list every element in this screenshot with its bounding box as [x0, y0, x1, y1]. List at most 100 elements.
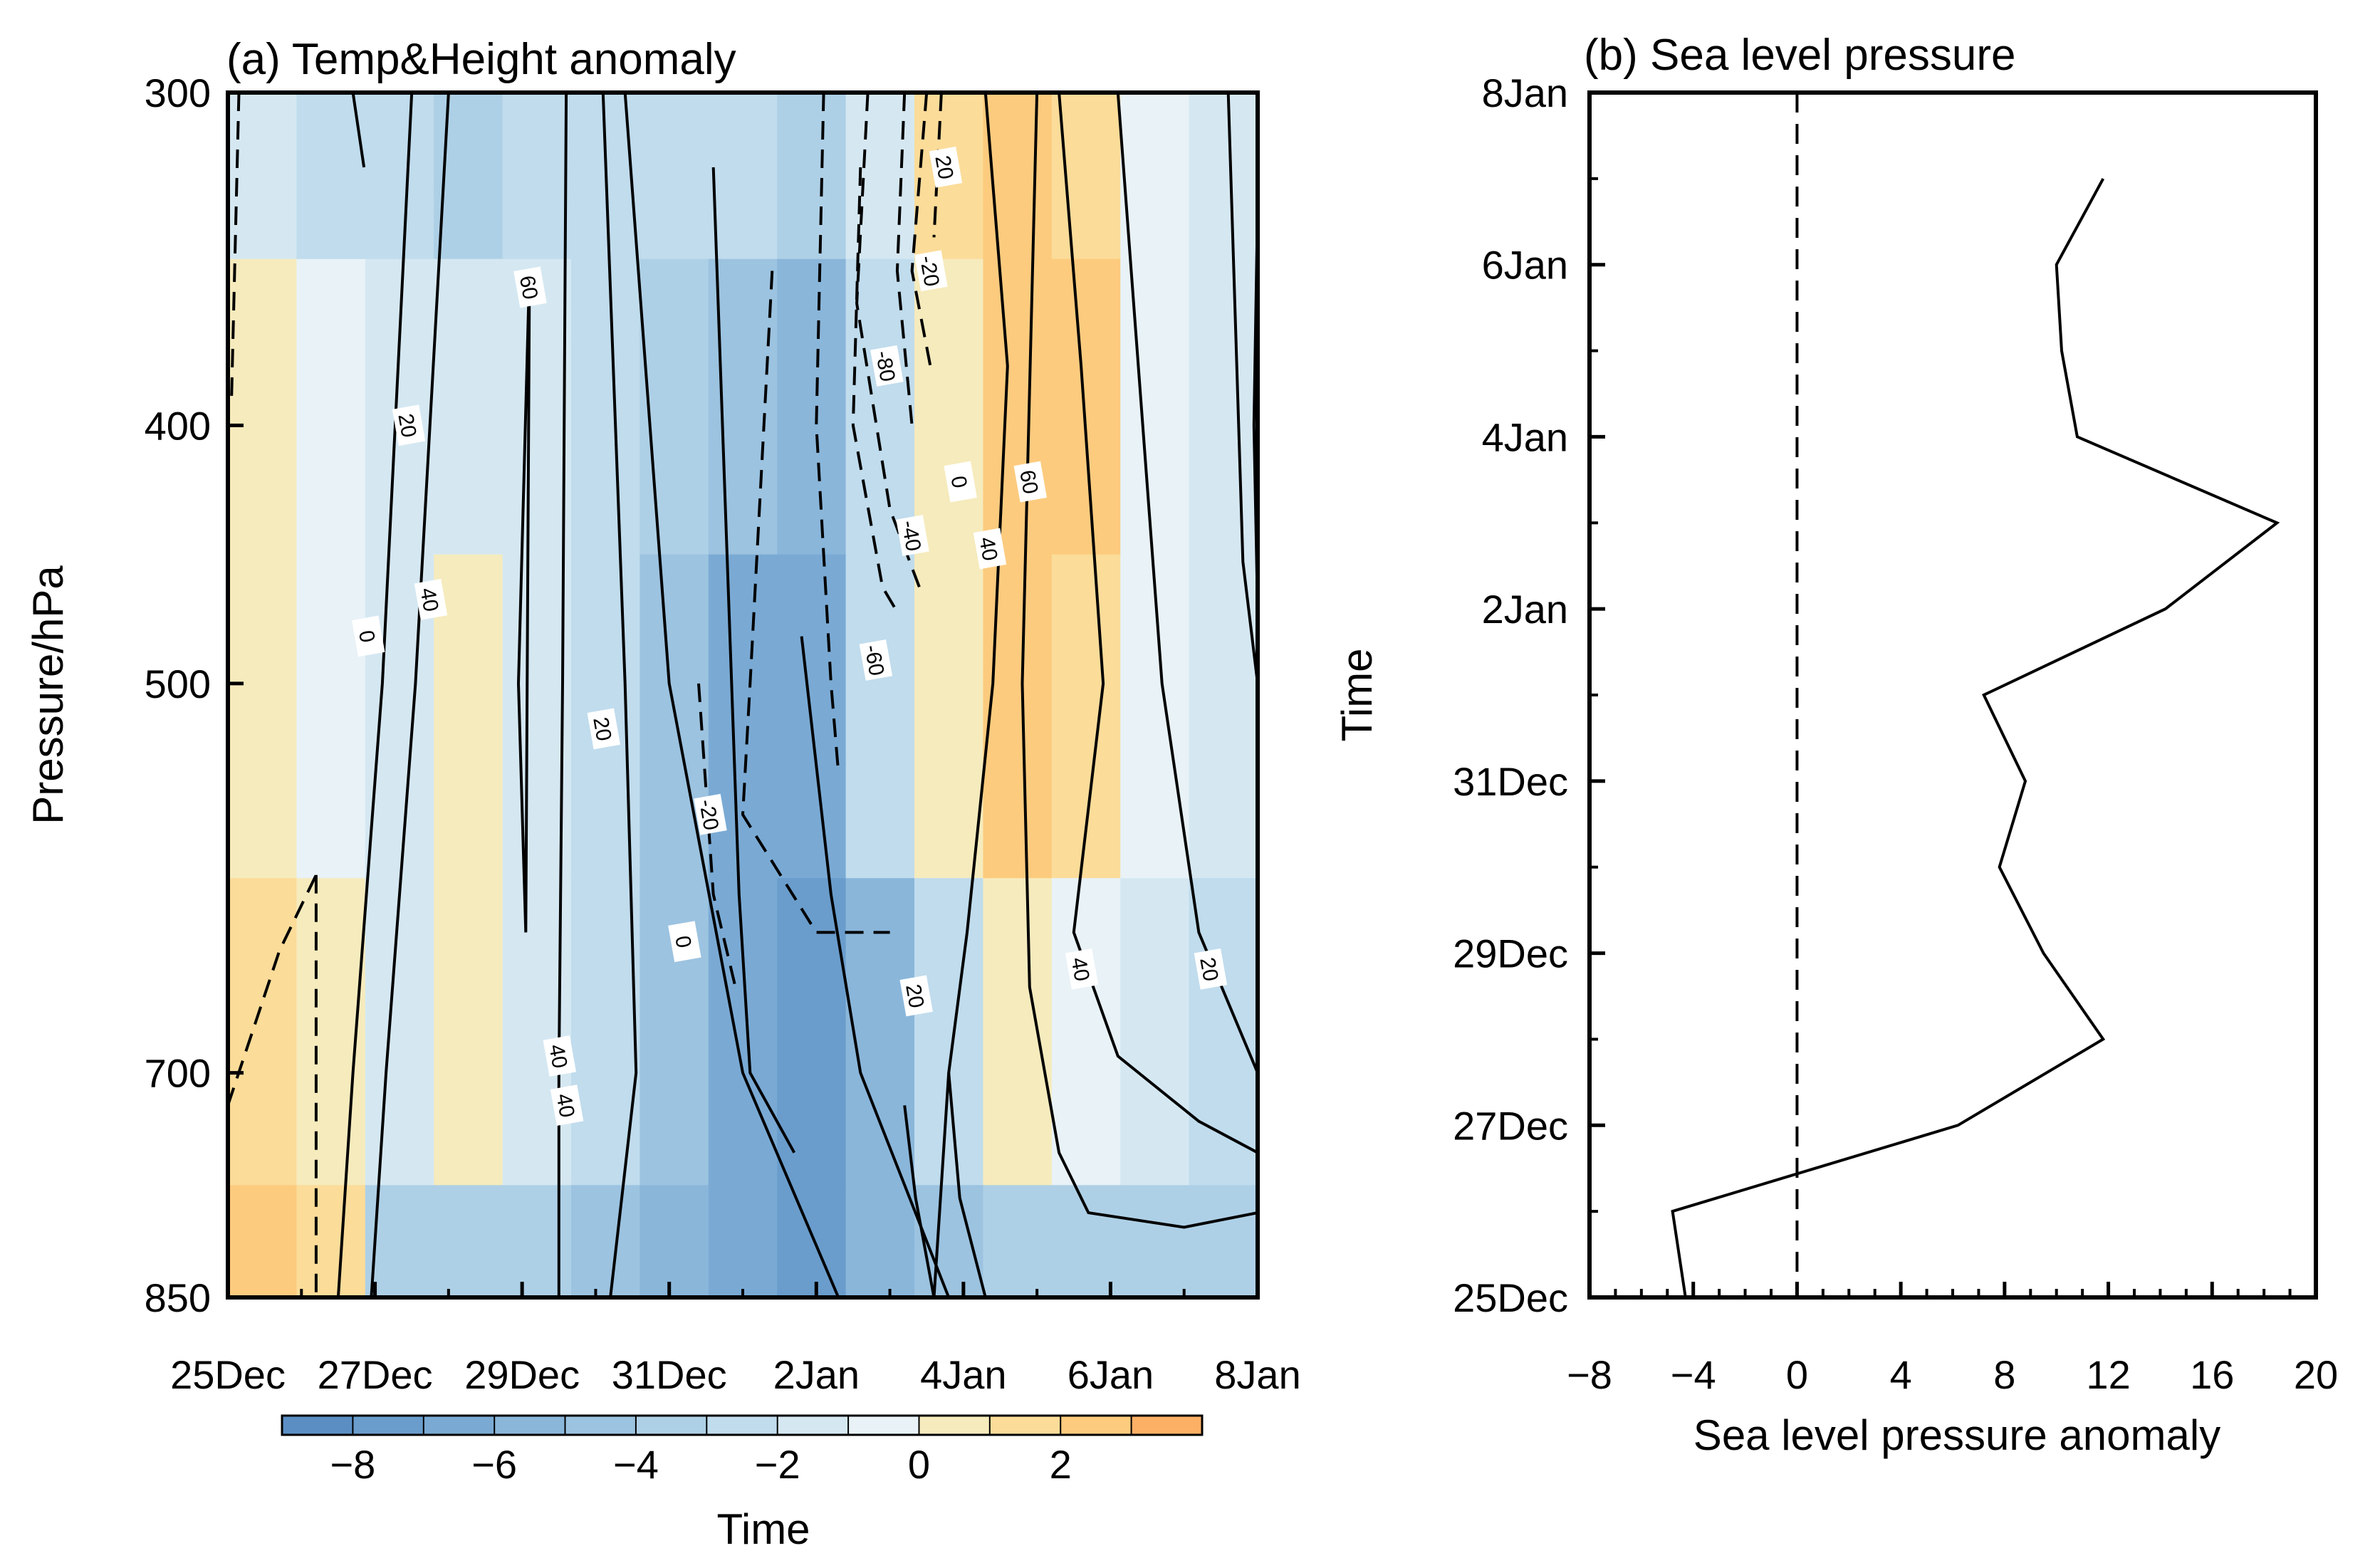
- contour-label: 20: [587, 708, 621, 750]
- contour-line: [947, 1072, 987, 1297]
- heatmap-cell: [1051, 93, 1122, 260]
- heatmap-cell: [640, 258, 709, 555]
- heatmap-cell: [365, 93, 435, 260]
- panel-b-x-ticks: −8 −4 0 4 8 12 16 20: [1567, 1282, 2338, 1397]
- x-tick-label: 2Jan: [773, 1352, 860, 1397]
- heatmap-cell: [1189, 93, 1258, 260]
- x-tick-label: 16: [2190, 1352, 2234, 1397]
- contour-line: [1226, 93, 1258, 684]
- heatmap-cell: [914, 554, 984, 879]
- panel-a-contours: [228, 93, 1258, 1297]
- contour-label-text: 40: [1066, 956, 1093, 983]
- contour-label: 20: [929, 146, 963, 188]
- contour-label: 40: [550, 1084, 584, 1127]
- contour-label-bg: [543, 1035, 577, 1077]
- heatmap-cell: [1189, 554, 1258, 879]
- contour-line: [1058, 93, 1258, 1154]
- contour-label: 60: [1013, 461, 1048, 503]
- panel-a-contour-labels: 60 20 40 0 40 20 40 -20 0 -60 -80 -20 20 0 -40 60 40 20 40…: [351, 146, 1228, 1127]
- contour-label: -20: [694, 793, 727, 835]
- contour-label-text: -80: [871, 349, 899, 383]
- heatmap-cell: [228, 554, 298, 879]
- contour-label-text: 0: [670, 934, 695, 950]
- y-tick-label: 300: [145, 70, 211, 115]
- heatmap-cell: [434, 258, 503, 555]
- contour-label-bg: [929, 146, 963, 188]
- y-tick-label: 400: [145, 403, 211, 448]
- heatmap-cell: [502, 93, 572, 260]
- heatmap-cell: [296, 878, 366, 1186]
- colorbar-swatch: [988, 1415, 1062, 1436]
- heatmap-cell: [983, 93, 1053, 260]
- contour-label-text: 40: [415, 586, 442, 614]
- y-tick-label: 850: [145, 1275, 211, 1320]
- heatmap-cell: [1120, 258, 1190, 555]
- colorbar-swatch: [422, 1415, 496, 1436]
- contour-label-bg: [914, 250, 948, 292]
- heatmap-cell: [708, 878, 778, 1186]
- y-tick-label: 27Dec: [1453, 1103, 1568, 1148]
- heatmap-cell: [640, 93, 709, 260]
- contour-label-text: 20: [901, 983, 928, 1010]
- y-tick-label: 29Dec: [1453, 931, 1568, 976]
- contour-label-text: 0: [946, 474, 971, 490]
- heatmap-cell: [983, 554, 1053, 879]
- x-tick-label: 0: [1786, 1352, 1808, 1397]
- contour-label: 60: [513, 266, 547, 308]
- x-tick-label: 8: [1993, 1352, 2015, 1397]
- heatmap-cell: [708, 1185, 778, 1297]
- heatmap-cell: [777, 878, 847, 1186]
- heatmap-cell: [228, 258, 298, 555]
- contour-label: 40: [543, 1035, 577, 1077]
- heatmap-cell: [296, 93, 366, 260]
- contour-label-bg: [351, 615, 385, 657]
- contour-label-text: -40: [897, 518, 925, 553]
- colorbar-tick-label: 0: [908, 1442, 930, 1487]
- panel-a-heatmap: [228, 93, 1258, 1297]
- colorbar-frame: [281, 1414, 1204, 1436]
- heatmap-cell: [777, 1185, 847, 1297]
- panel-b-frame: [1587, 90, 2318, 1300]
- colorbar-label: Time: [716, 1505, 810, 1553]
- contour-line: [815, 93, 840, 773]
- contour-label-text: 40: [551, 1092, 578, 1119]
- y-tick-label: 500: [145, 662, 211, 706]
- heatmap-cell: [845, 1185, 915, 1297]
- contour-line: [601, 93, 638, 1297]
- contour-label-bg: [1065, 948, 1099, 990]
- colorbar: −8 −6 −4 −2 0 2 Time: [281, 1414, 1204, 1553]
- contour-line: [910, 93, 932, 367]
- heatmap-cell: [640, 1185, 709, 1297]
- heatmap-cell: [845, 554, 915, 879]
- contour-line: [1116, 93, 1258, 1074]
- panel-a-y-axis-label: Pressure/hPa: [24, 565, 72, 825]
- contour-label-text: 0: [354, 629, 379, 644]
- contour-line: [1021, 93, 1258, 1229]
- colorbar-swatch: [494, 1415, 567, 1436]
- x-tick-label: 8Jan: [1214, 1352, 1300, 1397]
- colorbar-swatch: [635, 1415, 708, 1436]
- colorbar-swatch: [706, 1415, 779, 1436]
- contour-label-bg: [944, 461, 977, 503]
- contour-label: -40: [896, 515, 929, 556]
- heatmap-cell: [777, 93, 847, 260]
- contour-label: 40: [414, 578, 448, 620]
- contour-label: 0: [944, 461, 977, 503]
- heatmap-cell: [502, 258, 572, 555]
- y-tick-label: 8Jan: [1482, 70, 1568, 115]
- heatmap-cell: [708, 93, 778, 260]
- panel-a-y-ticks: 300 400 500 700 850: [145, 70, 244, 1320]
- x-tick-label: 25Dec: [170, 1352, 286, 1397]
- contour-label-bg: [1013, 461, 1048, 503]
- y-tick-label: 4Jan: [1482, 414, 1568, 459]
- colorbar-tick-label: −6: [471, 1442, 517, 1487]
- heatmap-cell: [502, 1185, 572, 1297]
- heatmap-cell: [296, 258, 366, 555]
- contour-label: -80: [870, 345, 904, 387]
- contour-label: 0: [668, 921, 701, 963]
- heatmap-cell: [1051, 1185, 1122, 1297]
- contour-line: [711, 167, 796, 1154]
- contour-label-bg: [870, 345, 904, 387]
- x-tick-label: −4: [1671, 1352, 1716, 1397]
- x-tick-label: 31Dec: [612, 1352, 727, 1397]
